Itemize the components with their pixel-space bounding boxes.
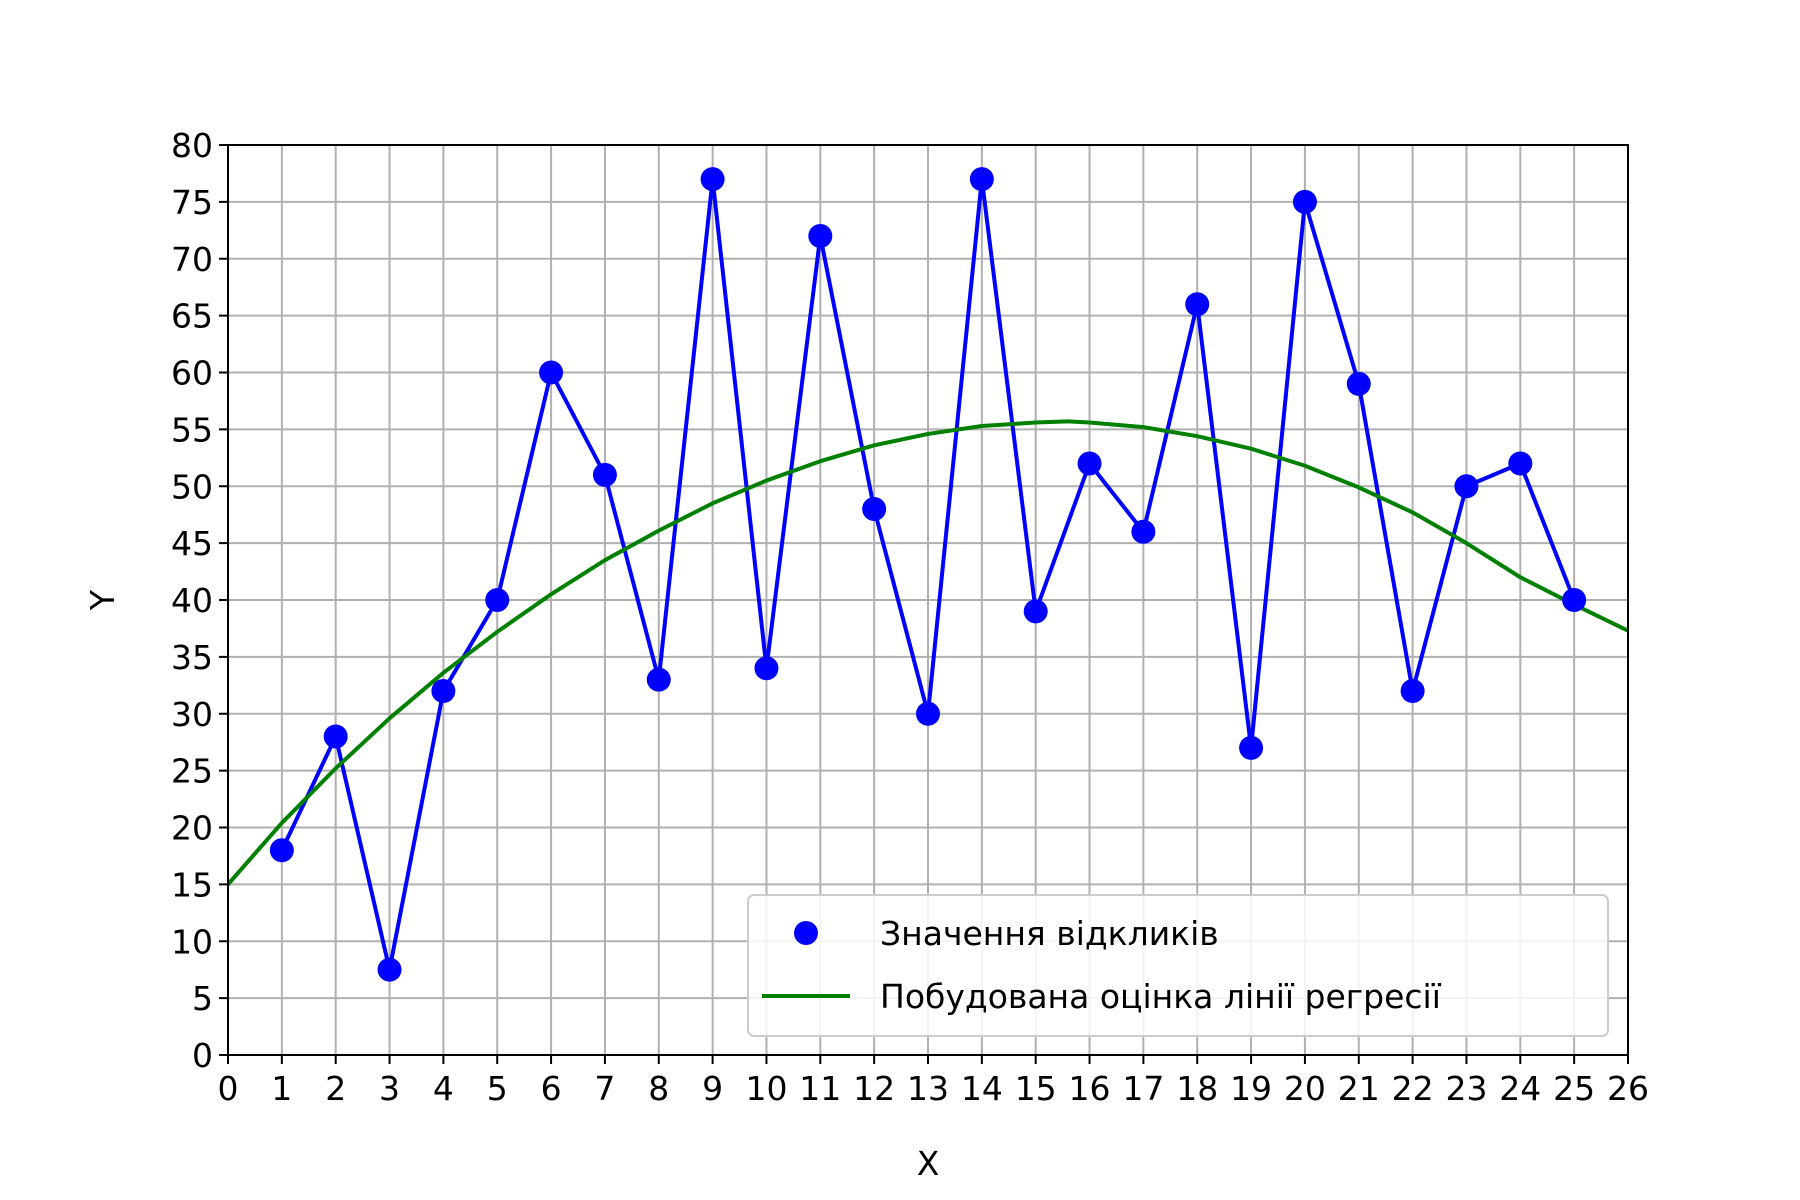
- y-tick-label: 45: [171, 524, 213, 563]
- data-point: [1239, 735, 1264, 760]
- y-tick-label: 80: [171, 126, 213, 165]
- data-point: [969, 167, 994, 192]
- x-tick-label: 10: [745, 1069, 787, 1108]
- data-point: [754, 656, 779, 681]
- data-point: [377, 957, 402, 982]
- data-point: [1292, 189, 1317, 214]
- data-point: [485, 588, 510, 612]
- data-point: [1185, 292, 1210, 317]
- legend-entry-label: Значення відкликів: [880, 914, 1219, 953]
- legend-box: [747, 894, 1609, 1037]
- data-point: [1131, 519, 1156, 544]
- x-tick-label: 26: [1607, 1069, 1649, 1108]
- data-point: [646, 667, 671, 692]
- x-tick-label: 1: [271, 1069, 292, 1108]
- x-tick-label: 5: [487, 1069, 508, 1108]
- x-tick-label: 24: [1499, 1069, 1541, 1108]
- regression-curve: [228, 419, 1628, 887]
- x-tick-label: 11: [799, 1069, 841, 1108]
- data-point: [1077, 451, 1102, 476]
- y-tick-label: 70: [171, 240, 213, 279]
- data-point: [1562, 588, 1587, 612]
- y-tick-label: 15: [171, 865, 213, 904]
- y-tick-label: 55: [171, 410, 213, 449]
- x-tick-label: 20: [1284, 1069, 1326, 1108]
- data-point: [539, 360, 564, 385]
- data-point: [1346, 371, 1371, 396]
- x-tick-label: 4: [433, 1069, 454, 1108]
- x-tick-label: 13: [907, 1069, 949, 1108]
- data-point: [1400, 679, 1425, 703]
- plot-layer: [228, 167, 1628, 982]
- legend-marker-icon: [794, 921, 818, 945]
- y-tick-label: 10: [171, 922, 213, 961]
- data-point: [1023, 599, 1048, 624]
- x-tick-label: 12: [853, 1069, 895, 1108]
- x-tick-label: 21: [1338, 1069, 1380, 1108]
- data-point: [1454, 474, 1479, 499]
- x-tick-label: 8: [648, 1069, 669, 1108]
- y-tick-label: 30: [171, 695, 213, 734]
- data-point: [1508, 451, 1533, 476]
- data-point: [269, 838, 294, 863]
- data-point: [862, 497, 887, 521]
- y-tick-label: 60: [171, 354, 213, 393]
- legend-layer: Значення відкликів Побудована оцінка ліні…: [747, 894, 1609, 1037]
- x-tick-label: 23: [1445, 1069, 1487, 1108]
- x-tick-label: 18: [1176, 1069, 1218, 1108]
- y-tick-label: 5: [192, 979, 213, 1018]
- y-tick-label: 75: [171, 183, 213, 222]
- x-tick-label: 3: [379, 1069, 400, 1108]
- x-tick-label: 7: [594, 1069, 615, 1108]
- legend-entry-label: Побудована оцінка лінії регресії: [880, 977, 1442, 1016]
- x-axis-label: X: [917, 1144, 940, 1183]
- x-tick-label: 15: [1015, 1069, 1057, 1108]
- x-tick-label: 16: [1069, 1069, 1111, 1108]
- x-tick-label: 9: [702, 1069, 723, 1108]
- data-point: [700, 167, 725, 192]
- y-tick-label: 40: [171, 581, 213, 620]
- data-point: [431, 679, 456, 703]
- data-point: [808, 224, 833, 248]
- x-tick-label: 17: [1122, 1069, 1164, 1108]
- y-tick-label: 20: [171, 809, 213, 848]
- y-tick-label: 65: [171, 297, 213, 336]
- y-tick-label: 50: [171, 467, 213, 506]
- data-point: [592, 462, 617, 487]
- y-tick-label: 35: [171, 638, 213, 677]
- y-axis-label: Y: [83, 589, 122, 611]
- y-tick-label: 0: [192, 1036, 213, 1075]
- y-tick-label: 25: [171, 752, 213, 791]
- x-tick-label: 6: [541, 1069, 562, 1108]
- data-point: [323, 724, 348, 749]
- x-tick-label: 25: [1553, 1069, 1595, 1108]
- axes-layer: 0 1 2 3 4 5 6 7 8 9 10 11 12 13 14 15 16 17 18 19 20 21 22 23 24…: [171, 126, 1649, 1108]
- x-tick-label: 0: [218, 1069, 239, 1108]
- x-tick-label: 14: [961, 1069, 1003, 1108]
- x-tick-label: 22: [1392, 1069, 1434, 1108]
- x-tick-label: 19: [1230, 1069, 1272, 1108]
- x-tick-label: 2: [325, 1069, 346, 1108]
- data-point: [916, 701, 940, 726]
